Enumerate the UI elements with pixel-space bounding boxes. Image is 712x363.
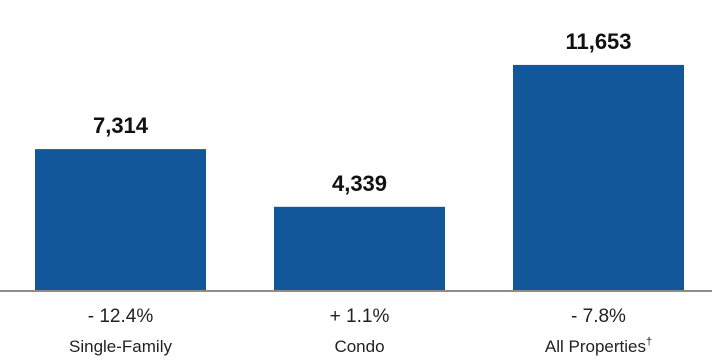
category-label: Condo [334, 337, 384, 356]
bar-value-label: 7,314 [93, 113, 149, 138]
category-name: Condo [334, 337, 384, 356]
bar-all-properties [513, 64, 684, 292]
category-label: Single-Family [69, 337, 172, 356]
bar-value-label: 11,653 [565, 29, 631, 54]
category-name: All Properties [545, 337, 646, 356]
change-label: + 1.1% [330, 306, 390, 327]
footnote-marker: † [646, 336, 652, 348]
bar-single-family [35, 149, 206, 291]
change-label: - 12.4% [88, 306, 154, 327]
change-label: - 7.8% [571, 306, 626, 327]
category-name: Single-Family [69, 337, 172, 356]
bar-value-label: 4,339 [332, 171, 387, 196]
bar-condo [274, 206, 445, 291]
category-label: All Properties† [545, 336, 652, 356]
